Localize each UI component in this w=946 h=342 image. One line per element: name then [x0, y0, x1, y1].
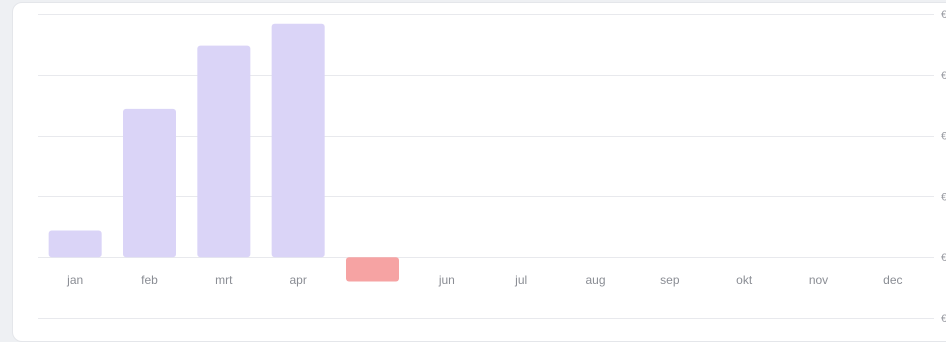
y-tick-label: €: [941, 313, 946, 322]
bars: [48, 23, 399, 282]
x-tick-label-feb: feb: [141, 273, 158, 287]
x-tick-label-nov: nov: [809, 273, 828, 287]
x-tick-label-dec: dec: [883, 273, 902, 287]
y-tick-label: €: [941, 70, 946, 82]
y-axis-labels: € € € € € €: [941, 9, 946, 322]
y-tick-label: €: [941, 252, 946, 264]
y-tick-label: €: [941, 131, 946, 143]
y-tick-label: €: [941, 191, 946, 203]
bar-mei[interactable]: [346, 257, 399, 282]
x-tick-label-jan: jan: [66, 273, 83, 287]
bar-feb[interactable]: [123, 108, 176, 258]
x-tick-label-sep: sep: [660, 273, 680, 287]
x-axis-labels: jan feb mrt apr jun jul aug sep okt nov dec: [66, 273, 902, 287]
grid-lines: [38, 14, 934, 319]
x-tick-label-okt: okt: [736, 273, 753, 287]
bar-jan[interactable]: [48, 230, 102, 258]
x-tick-label-mrt: mrt: [215, 273, 233, 287]
x-tick-label-aug: aug: [585, 273, 605, 287]
x-tick-label-jul: jul: [514, 273, 527, 287]
bar-mrt[interactable]: [197, 45, 251, 258]
x-tick-label-jun: jun: [438, 273, 455, 287]
x-tick-label-apr: apr: [289, 273, 306, 287]
y-tick-label: €: [941, 9, 946, 21]
bar-apr[interactable]: [271, 23, 325, 258]
monthly-bar-chart: jan feb mrt apr jun jul aug sep okt nov dec € € € € € €: [38, 9, 946, 322]
